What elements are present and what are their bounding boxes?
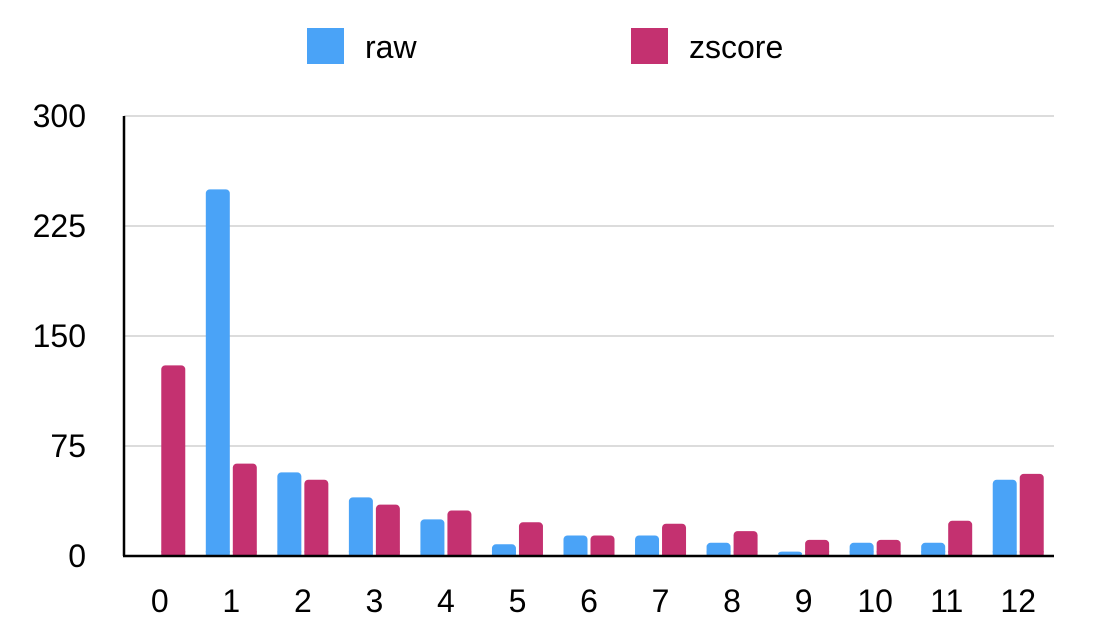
x-tick-label: 0 xyxy=(151,583,169,619)
x-tick-label: 10 xyxy=(857,583,893,619)
bar-base-raw-6 xyxy=(563,551,588,556)
x-tick-label: 6 xyxy=(580,583,598,619)
bar-base-zscore-6 xyxy=(590,551,615,556)
bar-base-zscore-2 xyxy=(304,551,329,556)
bar-zscore-8 xyxy=(733,531,758,556)
bar-base-zscore-1 xyxy=(232,551,257,556)
legend-label-zscore: zscore xyxy=(689,29,783,65)
x-tick-label: 11 xyxy=(930,583,963,619)
y-tick-label: 300 xyxy=(33,98,86,134)
bar-base-raw-11 xyxy=(921,551,946,556)
bar-zscore-2 xyxy=(304,479,329,556)
bar-zscore-11 xyxy=(948,520,973,556)
bar-base-raw-10 xyxy=(849,551,874,556)
bar-base-zscore-3 xyxy=(375,551,400,556)
legend: raw zscore xyxy=(307,28,783,65)
x-tick-label: 1 xyxy=(222,583,240,619)
bar-base-raw-8 xyxy=(706,551,731,556)
y-tick-label: 225 xyxy=(33,208,86,244)
axes xyxy=(122,116,1054,558)
bar-base-zscore-12 xyxy=(1019,551,1044,556)
bar-raw-6 xyxy=(563,535,588,556)
legend-label-raw: raw xyxy=(365,29,417,65)
x-tick-label: 8 xyxy=(723,583,741,619)
bar-base-raw-3 xyxy=(348,551,373,556)
bar-zscore-0 xyxy=(161,365,186,556)
legend-swatch-zscore xyxy=(631,28,668,64)
bar-base-zscore-0 xyxy=(161,551,186,556)
bar-base-zscore-7 xyxy=(662,551,687,556)
bar-zscore-4 xyxy=(447,510,472,556)
bar-base-zscore-8 xyxy=(733,551,758,556)
bar-zscore-5 xyxy=(518,522,543,556)
bar-base-raw-1 xyxy=(205,551,230,556)
bar-base-raw-2 xyxy=(277,551,302,556)
x-tick-label: 2 xyxy=(294,583,312,619)
bar-zscore-7 xyxy=(662,523,687,556)
x-tick-labels: 0 1 2 3 4 5 6 7 8 9 10 11 12 xyxy=(151,583,1036,619)
y-tick-label: 75 xyxy=(50,428,86,464)
x-tick-label: 5 xyxy=(509,583,527,619)
x-tick-label: 4 xyxy=(437,583,455,619)
bar-base-raw-12 xyxy=(992,551,1017,556)
bar-zscore-3 xyxy=(375,504,400,556)
x-tick-label: 12 xyxy=(1000,583,1036,619)
bar-zscore-1 xyxy=(232,463,257,556)
bar-base-zscore-11 xyxy=(948,551,973,556)
bar-raw-1 xyxy=(205,189,230,557)
bar-raw-2 xyxy=(277,472,302,556)
bar-raw-12 xyxy=(992,479,1017,556)
bar-base-zscore-4 xyxy=(447,551,472,556)
x-tick-label: 7 xyxy=(652,583,670,619)
bar-base-zscore-5 xyxy=(518,551,543,556)
bar-raw-4 xyxy=(420,519,445,556)
y-tick-label: 0 xyxy=(68,538,86,574)
bar-base-raw-5 xyxy=(491,551,516,556)
bar-base-raw-7 xyxy=(635,551,660,556)
bars xyxy=(161,189,1044,557)
gridlines xyxy=(124,115,1054,447)
y-tick-labels: 0 75 150 225 300 xyxy=(33,98,86,574)
bar-base-raw-4 xyxy=(420,551,445,556)
x-tick-label: 3 xyxy=(365,583,383,619)
bar-base-zscore-10 xyxy=(876,551,901,556)
legend-swatch-raw xyxy=(307,28,344,64)
bar-raw-3 xyxy=(348,497,373,556)
bar-base-zscore-9 xyxy=(805,551,830,556)
y-tick-label: 150 xyxy=(33,318,86,354)
bar-zscore-6 xyxy=(590,535,615,556)
bar-raw-7 xyxy=(635,535,660,556)
x-tick-label: 9 xyxy=(795,583,813,619)
bar-zscore-12 xyxy=(1019,473,1044,556)
